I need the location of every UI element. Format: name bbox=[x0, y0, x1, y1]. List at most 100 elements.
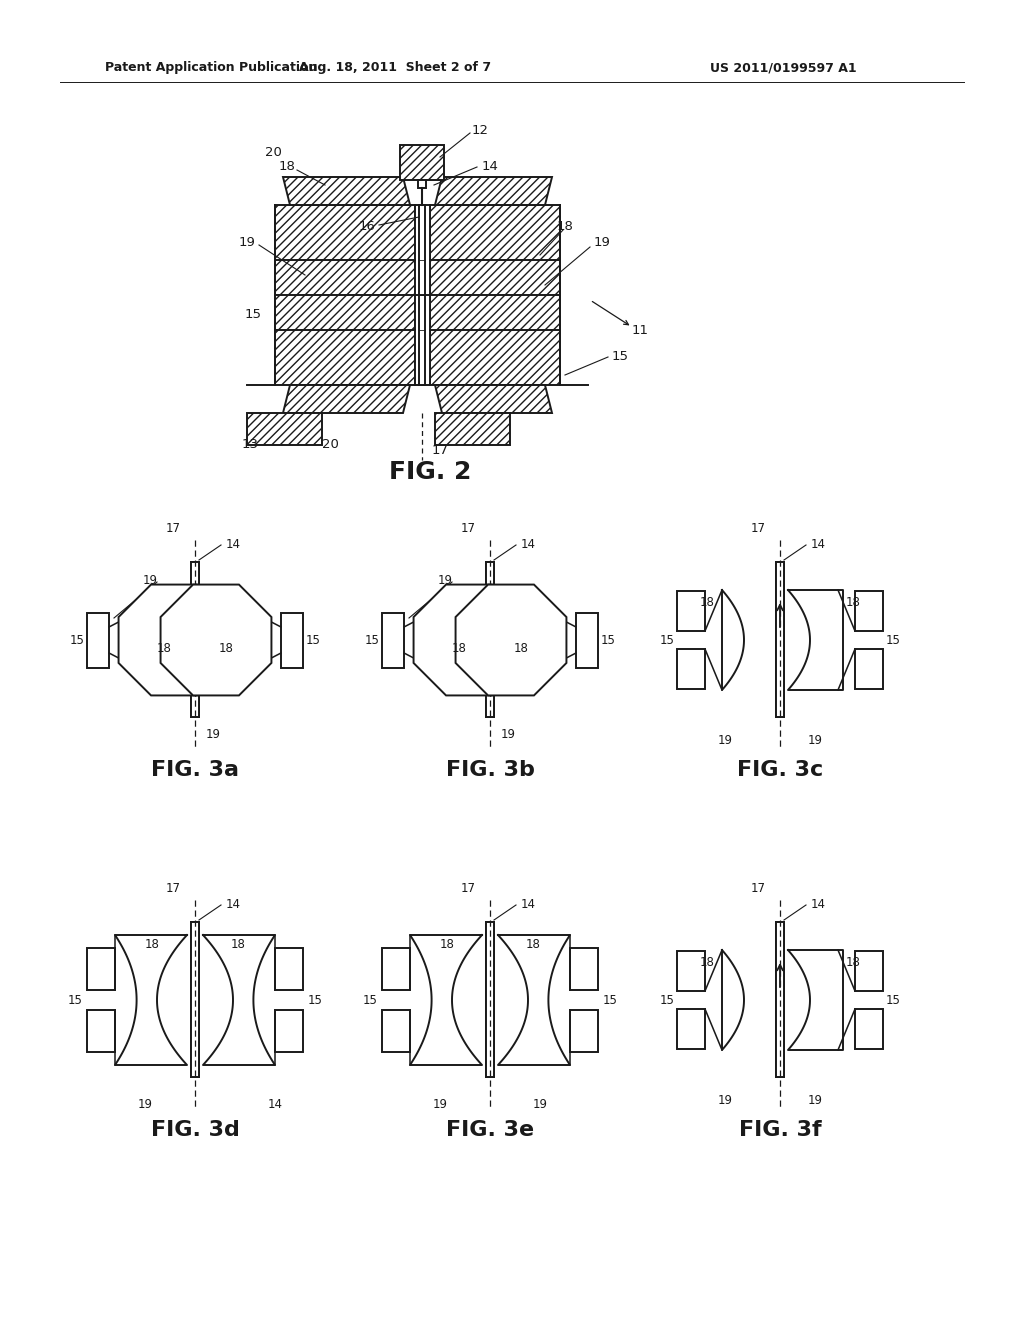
Bar bbox=[677, 1008, 705, 1049]
Bar bbox=[486, 562, 494, 717]
Bar bbox=[87, 1010, 115, 1052]
Text: 18: 18 bbox=[514, 642, 528, 655]
Bar bbox=[275, 948, 303, 990]
Bar bbox=[415, 205, 430, 385]
Bar bbox=[382, 948, 410, 990]
Bar bbox=[435, 413, 510, 445]
Bar bbox=[776, 921, 784, 1077]
Bar bbox=[430, 205, 560, 385]
Text: 17: 17 bbox=[461, 882, 476, 895]
Text: 15: 15 bbox=[602, 994, 617, 1006]
Text: 19: 19 bbox=[206, 729, 220, 742]
Text: 14: 14 bbox=[520, 899, 536, 912]
Text: 17: 17 bbox=[751, 521, 766, 535]
Bar bbox=[400, 145, 444, 180]
Text: 15: 15 bbox=[600, 634, 615, 647]
Text: 18: 18 bbox=[846, 956, 860, 969]
Bar bbox=[191, 921, 199, 1077]
Text: 14: 14 bbox=[811, 539, 825, 552]
Text: 18: 18 bbox=[557, 220, 573, 234]
Polygon shape bbox=[722, 950, 744, 1049]
Text: 18: 18 bbox=[218, 642, 233, 655]
Text: 14: 14 bbox=[811, 899, 825, 912]
Text: 19: 19 bbox=[142, 573, 158, 586]
Bar bbox=[570, 948, 598, 990]
Text: 19: 19 bbox=[432, 1098, 447, 1111]
Bar bbox=[677, 591, 705, 631]
Text: 19: 19 bbox=[808, 1093, 822, 1106]
Polygon shape bbox=[203, 935, 275, 1065]
Polygon shape bbox=[435, 385, 552, 413]
Bar bbox=[400, 145, 444, 180]
Text: 18: 18 bbox=[699, 595, 715, 609]
Text: FIG. 3d: FIG. 3d bbox=[151, 1119, 240, 1140]
Bar bbox=[382, 612, 404, 668]
Bar bbox=[191, 921, 199, 1077]
Polygon shape bbox=[119, 585, 229, 696]
Text: FIG. 3f: FIG. 3f bbox=[738, 1119, 821, 1140]
Polygon shape bbox=[414, 585, 524, 696]
Text: Patent Application Publication: Patent Application Publication bbox=[105, 62, 317, 74]
Polygon shape bbox=[722, 590, 744, 690]
Text: 16: 16 bbox=[358, 220, 376, 234]
Text: FIG. 3c: FIG. 3c bbox=[737, 760, 823, 780]
Bar bbox=[430, 205, 560, 385]
Polygon shape bbox=[115, 935, 187, 1065]
Polygon shape bbox=[410, 935, 482, 1065]
Text: 15: 15 bbox=[305, 634, 321, 647]
Text: 14: 14 bbox=[225, 539, 241, 552]
Bar bbox=[435, 413, 510, 445]
Bar bbox=[87, 612, 109, 668]
Text: FIG. 3b: FIG. 3b bbox=[445, 760, 535, 780]
Text: 18: 18 bbox=[230, 939, 246, 952]
Bar bbox=[776, 921, 784, 1077]
Bar bbox=[486, 921, 494, 1077]
Text: 19: 19 bbox=[137, 1098, 153, 1111]
Text: 18: 18 bbox=[439, 939, 455, 952]
Text: 17: 17 bbox=[751, 882, 766, 895]
Bar bbox=[247, 413, 322, 445]
Text: 18: 18 bbox=[525, 939, 541, 952]
Text: 19: 19 bbox=[808, 734, 822, 747]
Text: 17: 17 bbox=[166, 521, 181, 535]
Text: 15: 15 bbox=[362, 994, 378, 1006]
Bar bbox=[275, 205, 415, 385]
Bar bbox=[855, 591, 883, 631]
Text: 15: 15 bbox=[68, 994, 83, 1006]
Bar bbox=[486, 562, 494, 717]
Bar bbox=[486, 921, 494, 1077]
Text: 18: 18 bbox=[452, 642, 467, 655]
Bar bbox=[855, 1008, 883, 1049]
Text: 12: 12 bbox=[471, 124, 488, 136]
Text: 14: 14 bbox=[267, 1098, 283, 1111]
Polygon shape bbox=[498, 935, 570, 1065]
Bar bbox=[418, 180, 426, 187]
Text: 14: 14 bbox=[225, 899, 241, 912]
Text: 11: 11 bbox=[632, 323, 648, 337]
Bar bbox=[419, 205, 425, 385]
Text: 15: 15 bbox=[659, 994, 675, 1006]
Bar bbox=[275, 205, 415, 385]
Text: 18: 18 bbox=[157, 642, 171, 655]
Bar bbox=[570, 1010, 598, 1052]
Polygon shape bbox=[161, 585, 271, 696]
Polygon shape bbox=[788, 950, 843, 1049]
Text: 15: 15 bbox=[307, 994, 323, 1006]
Text: 18: 18 bbox=[144, 939, 160, 952]
Text: 19: 19 bbox=[501, 729, 515, 742]
Bar bbox=[677, 950, 705, 991]
Text: 13: 13 bbox=[242, 438, 258, 451]
Polygon shape bbox=[435, 177, 552, 205]
Text: Aug. 18, 2011  Sheet 2 of 7: Aug. 18, 2011 Sheet 2 of 7 bbox=[299, 62, 492, 74]
Text: 19: 19 bbox=[532, 1098, 548, 1111]
Bar bbox=[382, 1010, 410, 1052]
Text: US 2011/0199597 A1: US 2011/0199597 A1 bbox=[710, 62, 857, 74]
Text: 15: 15 bbox=[659, 634, 675, 647]
Text: FIG. 3a: FIG. 3a bbox=[151, 760, 239, 780]
Text: 14: 14 bbox=[481, 161, 499, 173]
Bar bbox=[191, 562, 199, 717]
Text: 15: 15 bbox=[245, 309, 261, 322]
Bar bbox=[247, 413, 322, 445]
Bar bbox=[855, 950, 883, 991]
Text: 19: 19 bbox=[437, 573, 453, 586]
